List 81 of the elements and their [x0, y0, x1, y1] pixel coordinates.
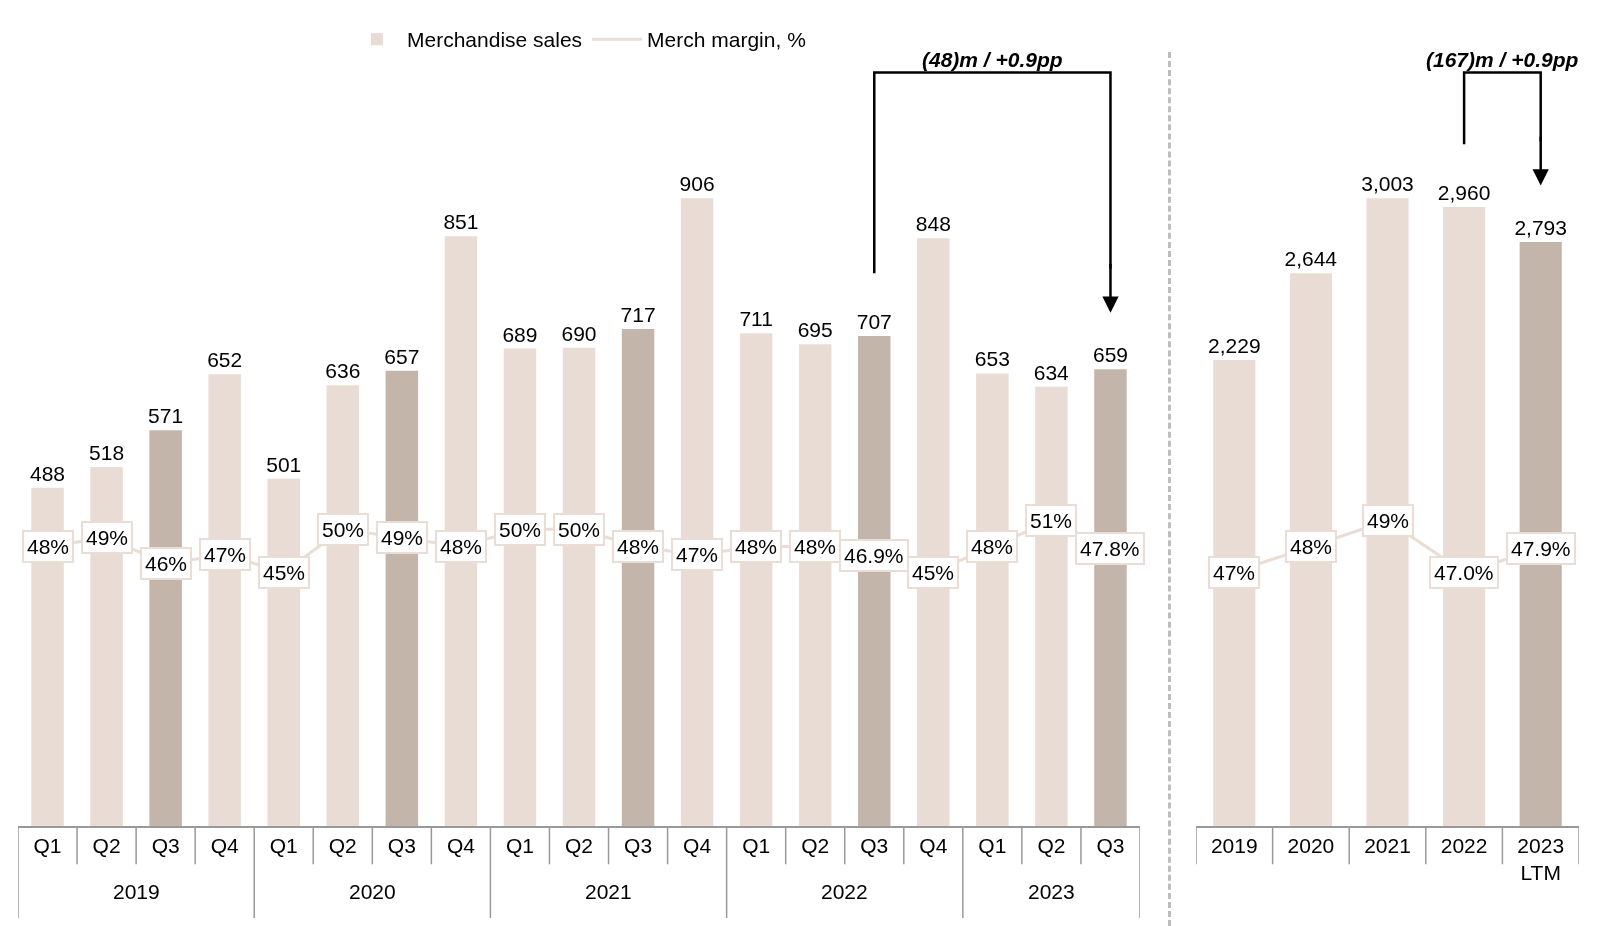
data-label: 46% — [145, 552, 188, 575]
x-tick-label: Q2 — [801, 833, 830, 857]
x-tick-label: Q4 — [210, 833, 240, 857]
data-label: 47% — [676, 543, 719, 566]
x-tick-label: 2019 — [1210, 833, 1258, 857]
data-label: 695 — [797, 318, 833, 342]
data-label: 717 — [620, 303, 656, 327]
data-label: 707 — [856, 310, 892, 334]
legend-label: Merchandise sales — [407, 28, 583, 52]
data-label: 2,644 — [1284, 247, 1338, 271]
data-label: 49% — [381, 526, 424, 549]
data-label: 45% — [263, 561, 306, 584]
data-label: 47.8% — [1080, 537, 1140, 560]
x-tick-label: 2020 — [1287, 833, 1335, 857]
x-tick-label: Q3 — [151, 833, 180, 857]
text: 2021 — [585, 880, 632, 903]
x-tick-label: Q1 — [742, 833, 771, 857]
x-tick-label: 2021 — [1364, 833, 1411, 857]
x-tick-label: Q3 — [387, 833, 416, 857]
data-label: 488 — [30, 461, 66, 485]
x-tick-label: Q3 — [624, 833, 653, 857]
x-tick-label: Q4 — [919, 833, 948, 857]
data-label: 49% — [1367, 509, 1410, 532]
data-label: 2,793 — [1514, 216, 1567, 240]
data-label: 3,003 — [1361, 172, 1414, 196]
data-label: 652 — [207, 348, 243, 372]
x-tick-label: Q3 — [1096, 833, 1125, 857]
data-label: 49% — [86, 526, 129, 549]
x-tick-label: Q2 — [328, 833, 357, 857]
x-tick-label: 2022 — [1440, 833, 1488, 857]
data-label: 636 — [325, 359, 361, 383]
data-label: 47% — [204, 543, 247, 566]
x-tick-label: Q2 — [1037, 833, 1066, 857]
data-label: 659 — [1092, 343, 1128, 367]
x-tick-label: Q1 — [33, 833, 62, 857]
data-label: 47.0% — [1434, 561, 1494, 584]
data-label: 653 — [974, 347, 1010, 371]
data-label: 45% — [912, 561, 955, 584]
x-tick-label: Q1 — [978, 833, 1007, 857]
data-label: 906 — [679, 172, 715, 196]
data-label: 47.9% — [1511, 537, 1571, 560]
x-tick-label: Q2 — [92, 833, 121, 857]
data-label: 48% — [440, 535, 483, 558]
data-label: 711 — [739, 307, 773, 331]
x-tick-label: Q3 — [860, 833, 889, 857]
data-label: 51% — [1030, 509, 1073, 532]
text: 2022 — [821, 880, 868, 903]
data-label: 689 — [502, 322, 538, 346]
text: (167)m / +0.9pp — [1426, 48, 1579, 71]
data-label: 657 — [384, 344, 420, 368]
data-label: 48% — [617, 535, 660, 558]
data-label: 50% — [322, 518, 365, 541]
text: 2019 — [113, 880, 160, 903]
data-label: 2,229 — [1208, 333, 1261, 357]
data-label: 501 — [266, 452, 302, 476]
x-tick-label: Q1 — [269, 833, 298, 857]
x-tick-label: Q1 — [505, 833, 534, 857]
legend-label: Merch margin, % — [647, 28, 806, 52]
text: (48)m / +0.9pp — [922, 48, 1063, 71]
data-label: 848 — [915, 212, 951, 236]
data-label: 50% — [558, 518, 601, 541]
data-label: 46.9% — [844, 544, 904, 567]
data-label: 518 — [89, 441, 125, 465]
data-label: 2,960 — [1437, 181, 1491, 205]
data-label: 48% — [794, 535, 837, 558]
data-label: 690 — [561, 321, 597, 345]
text: 2020 — [349, 880, 396, 903]
x-tick-label: Q4 — [446, 833, 476, 857]
x-tick-label: 2023 LTM — [1517, 833, 1565, 885]
text: 2023 — [1028, 880, 1075, 903]
x-tick-label: Q4 — [683, 833, 712, 857]
data-label: 47% — [1213, 561, 1256, 584]
data-label: 571 — [148, 404, 184, 428]
data-label: 851 — [443, 210, 479, 234]
data-label: 48% — [27, 535, 70, 558]
data-label: 634 — [1033, 360, 1070, 384]
x-tick-label: Q2 — [564, 833, 594, 857]
data-label: 48% — [735, 535, 778, 558]
data-label: 48% — [971, 535, 1014, 558]
data-label: 50% — [499, 518, 542, 541]
data-label: 48% — [1290, 535, 1333, 558]
